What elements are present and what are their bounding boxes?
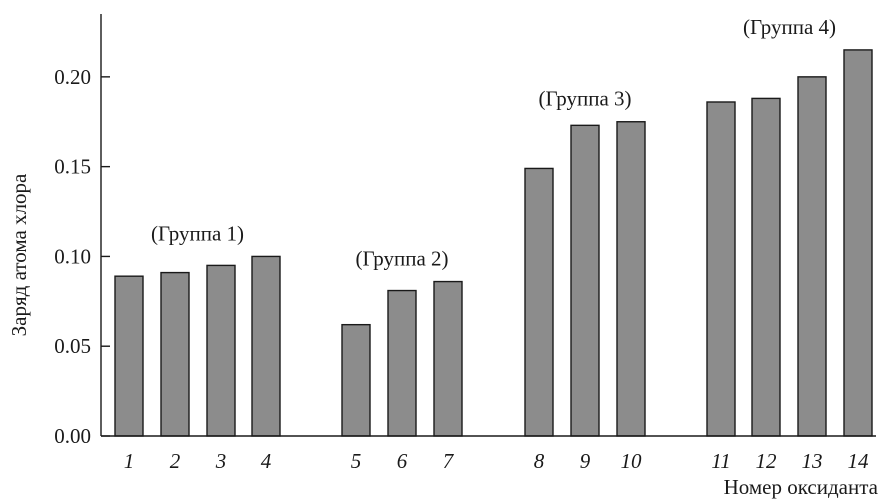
bar-8 (524, 167, 554, 437)
y-tick-label: 0.20 (54, 65, 91, 89)
y-tick-label: 0.00 (54, 424, 91, 448)
x-tick-label: 5 (351, 449, 362, 473)
x-tick-label: 7 (443, 449, 455, 473)
bar-1 (114, 275, 144, 437)
bar-11 (706, 101, 736, 437)
x-tick-label: 2 (170, 449, 181, 473)
group-label-4: (Группа 4) (743, 15, 836, 39)
bar-3 (206, 264, 236, 437)
bar-9 (570, 124, 600, 437)
group-labels-layer: (Группа 1) (Группа 2) (Группа 3) (Группа 4) (151, 15, 836, 271)
bar-14 (843, 49, 873, 437)
bar-6 (387, 289, 417, 437)
bar-5 (341, 323, 371, 437)
y-tick-label: 0.05 (54, 334, 91, 358)
group-label-2: (Группа 2) (355, 247, 448, 271)
y-tick-label: 0.10 (54, 244, 91, 268)
x-tick-label: 13 (802, 449, 823, 473)
y-axis-title: Заряд атома хлора (7, 173, 31, 336)
x-tick-label: 12 (756, 449, 778, 473)
group-label-1: (Группа 1) (151, 221, 244, 245)
x-tick-label: 3 (215, 449, 227, 473)
x-tick-label: 4 (261, 449, 272, 473)
y-ticks-layer: 0.00 0.05 0.10 0.15 0.20 (54, 65, 110, 448)
y-tick-label: 0.15 (54, 155, 91, 179)
x-tick-label: 11 (711, 449, 730, 473)
x-tick-label: 6 (397, 449, 408, 473)
x-axis-title: Номер оксиданта (724, 475, 879, 499)
x-tick-label: 10 (621, 449, 643, 473)
bar-13 (797, 76, 827, 437)
x-tick-label: 1 (124, 449, 135, 473)
bars-layer (114, 49, 873, 437)
bar-7 (433, 280, 463, 437)
axes-layer (100, 14, 876, 437)
x-ticks-layer: 1 2 3 4 5 6 7 8 9 10 11 12 13 14 (124, 449, 869, 473)
bar-12 (751, 97, 781, 437)
bar-10 (616, 121, 646, 437)
x-tick-label: 9 (580, 449, 591, 473)
x-tick-label: 8 (534, 449, 545, 473)
bar-2 (160, 271, 190, 437)
bar-4 (251, 255, 281, 437)
x-tick-label: 14 (848, 449, 870, 473)
group-label-3: (Группа 3) (538, 87, 631, 111)
